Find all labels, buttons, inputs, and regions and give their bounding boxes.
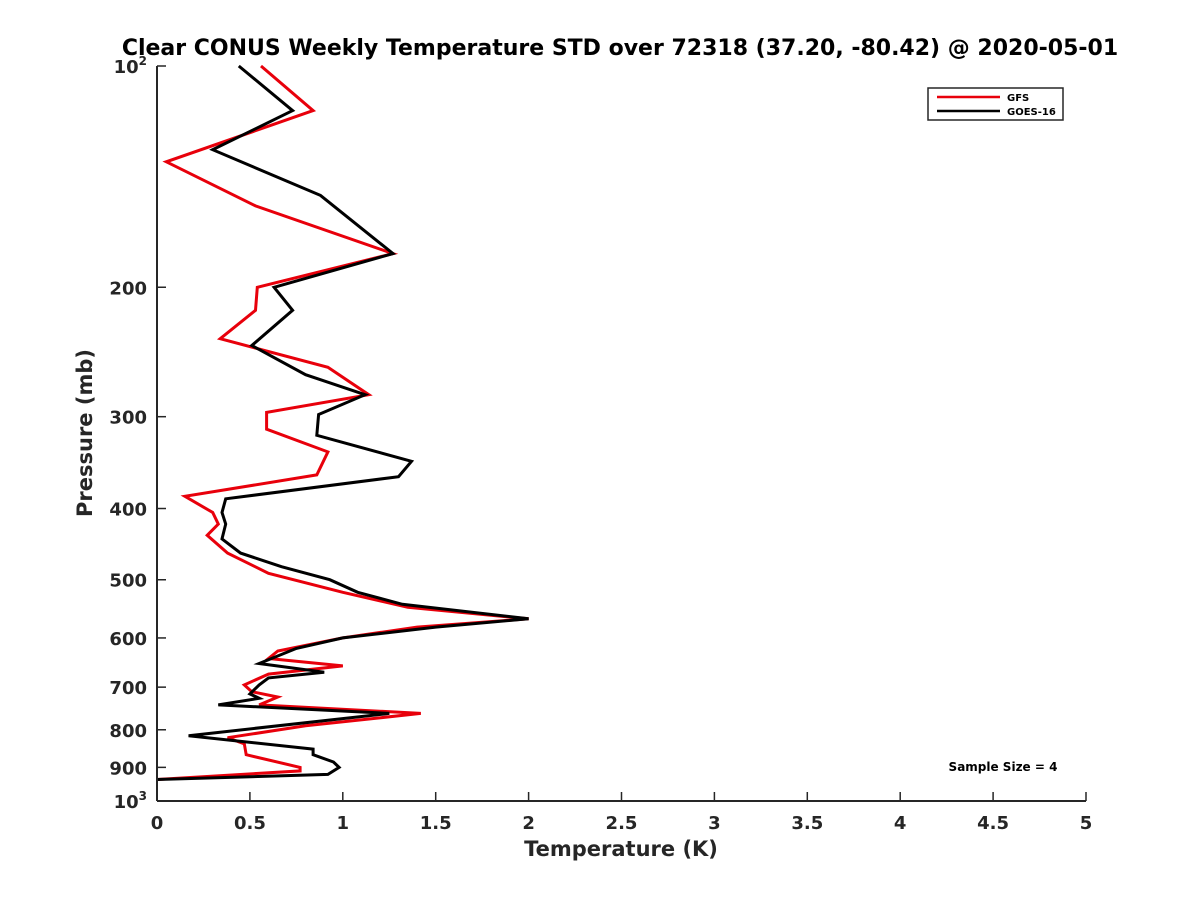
y-tick-label: 300 [109,408,147,429]
y-tick-label: 800 [109,721,147,742]
y-tick-label: 600 [109,629,147,650]
y-tick-label: 400 [109,500,147,521]
x-axis-label: Temperature (K) [524,837,718,861]
y-axis-label: Pressure (mb) [73,349,97,517]
legend: GFS GOES-16 [927,87,1064,121]
series-line-goes16 [156,64,529,781]
x-tick-label: 4 [894,813,907,834]
y-tick-label: 103 [114,789,147,813]
x-tick-label: 2 [522,813,535,834]
y-tick-label: 200 [109,278,147,299]
y-tick-label: 500 [109,571,147,592]
sample-size-annotation: Sample Size = 4 [949,760,1058,774]
x-tick-label: 3.5 [791,813,823,834]
x-tick-label: 5 [1080,813,1093,834]
legend-box [927,87,1064,121]
x-axis-ticks: 0 0.5 1 1.5 2 2.5 3 3.5 4 4.5 5 [151,792,1093,834]
x-tick-label: 4.5 [977,813,1009,834]
chart-title: Clear CONUS Weekly Temperature STD over … [122,36,1118,61]
y-tick-label: 900 [109,758,147,779]
x-tick-label: 0.5 [234,813,266,834]
legend-label-gfs: GFS [1007,93,1029,104]
x-tick-label: 2.5 [606,813,638,834]
x-tick-label: 3 [708,813,721,834]
x-tick-label: 1.5 [420,813,452,834]
series-line-gfs [156,64,529,781]
y-axis-ticks: 102 200 300 400 500 600 700 800 900 103 [109,54,166,813]
x-tick-label: 0 [151,813,164,834]
plot-area [156,64,529,781]
x-tick-label: 1 [337,813,350,834]
legend-label-goes16: GOES-16 [1007,107,1056,118]
y-tick-label: 700 [109,678,147,699]
axes [156,66,1086,802]
y-tick-label: 102 [114,54,147,78]
